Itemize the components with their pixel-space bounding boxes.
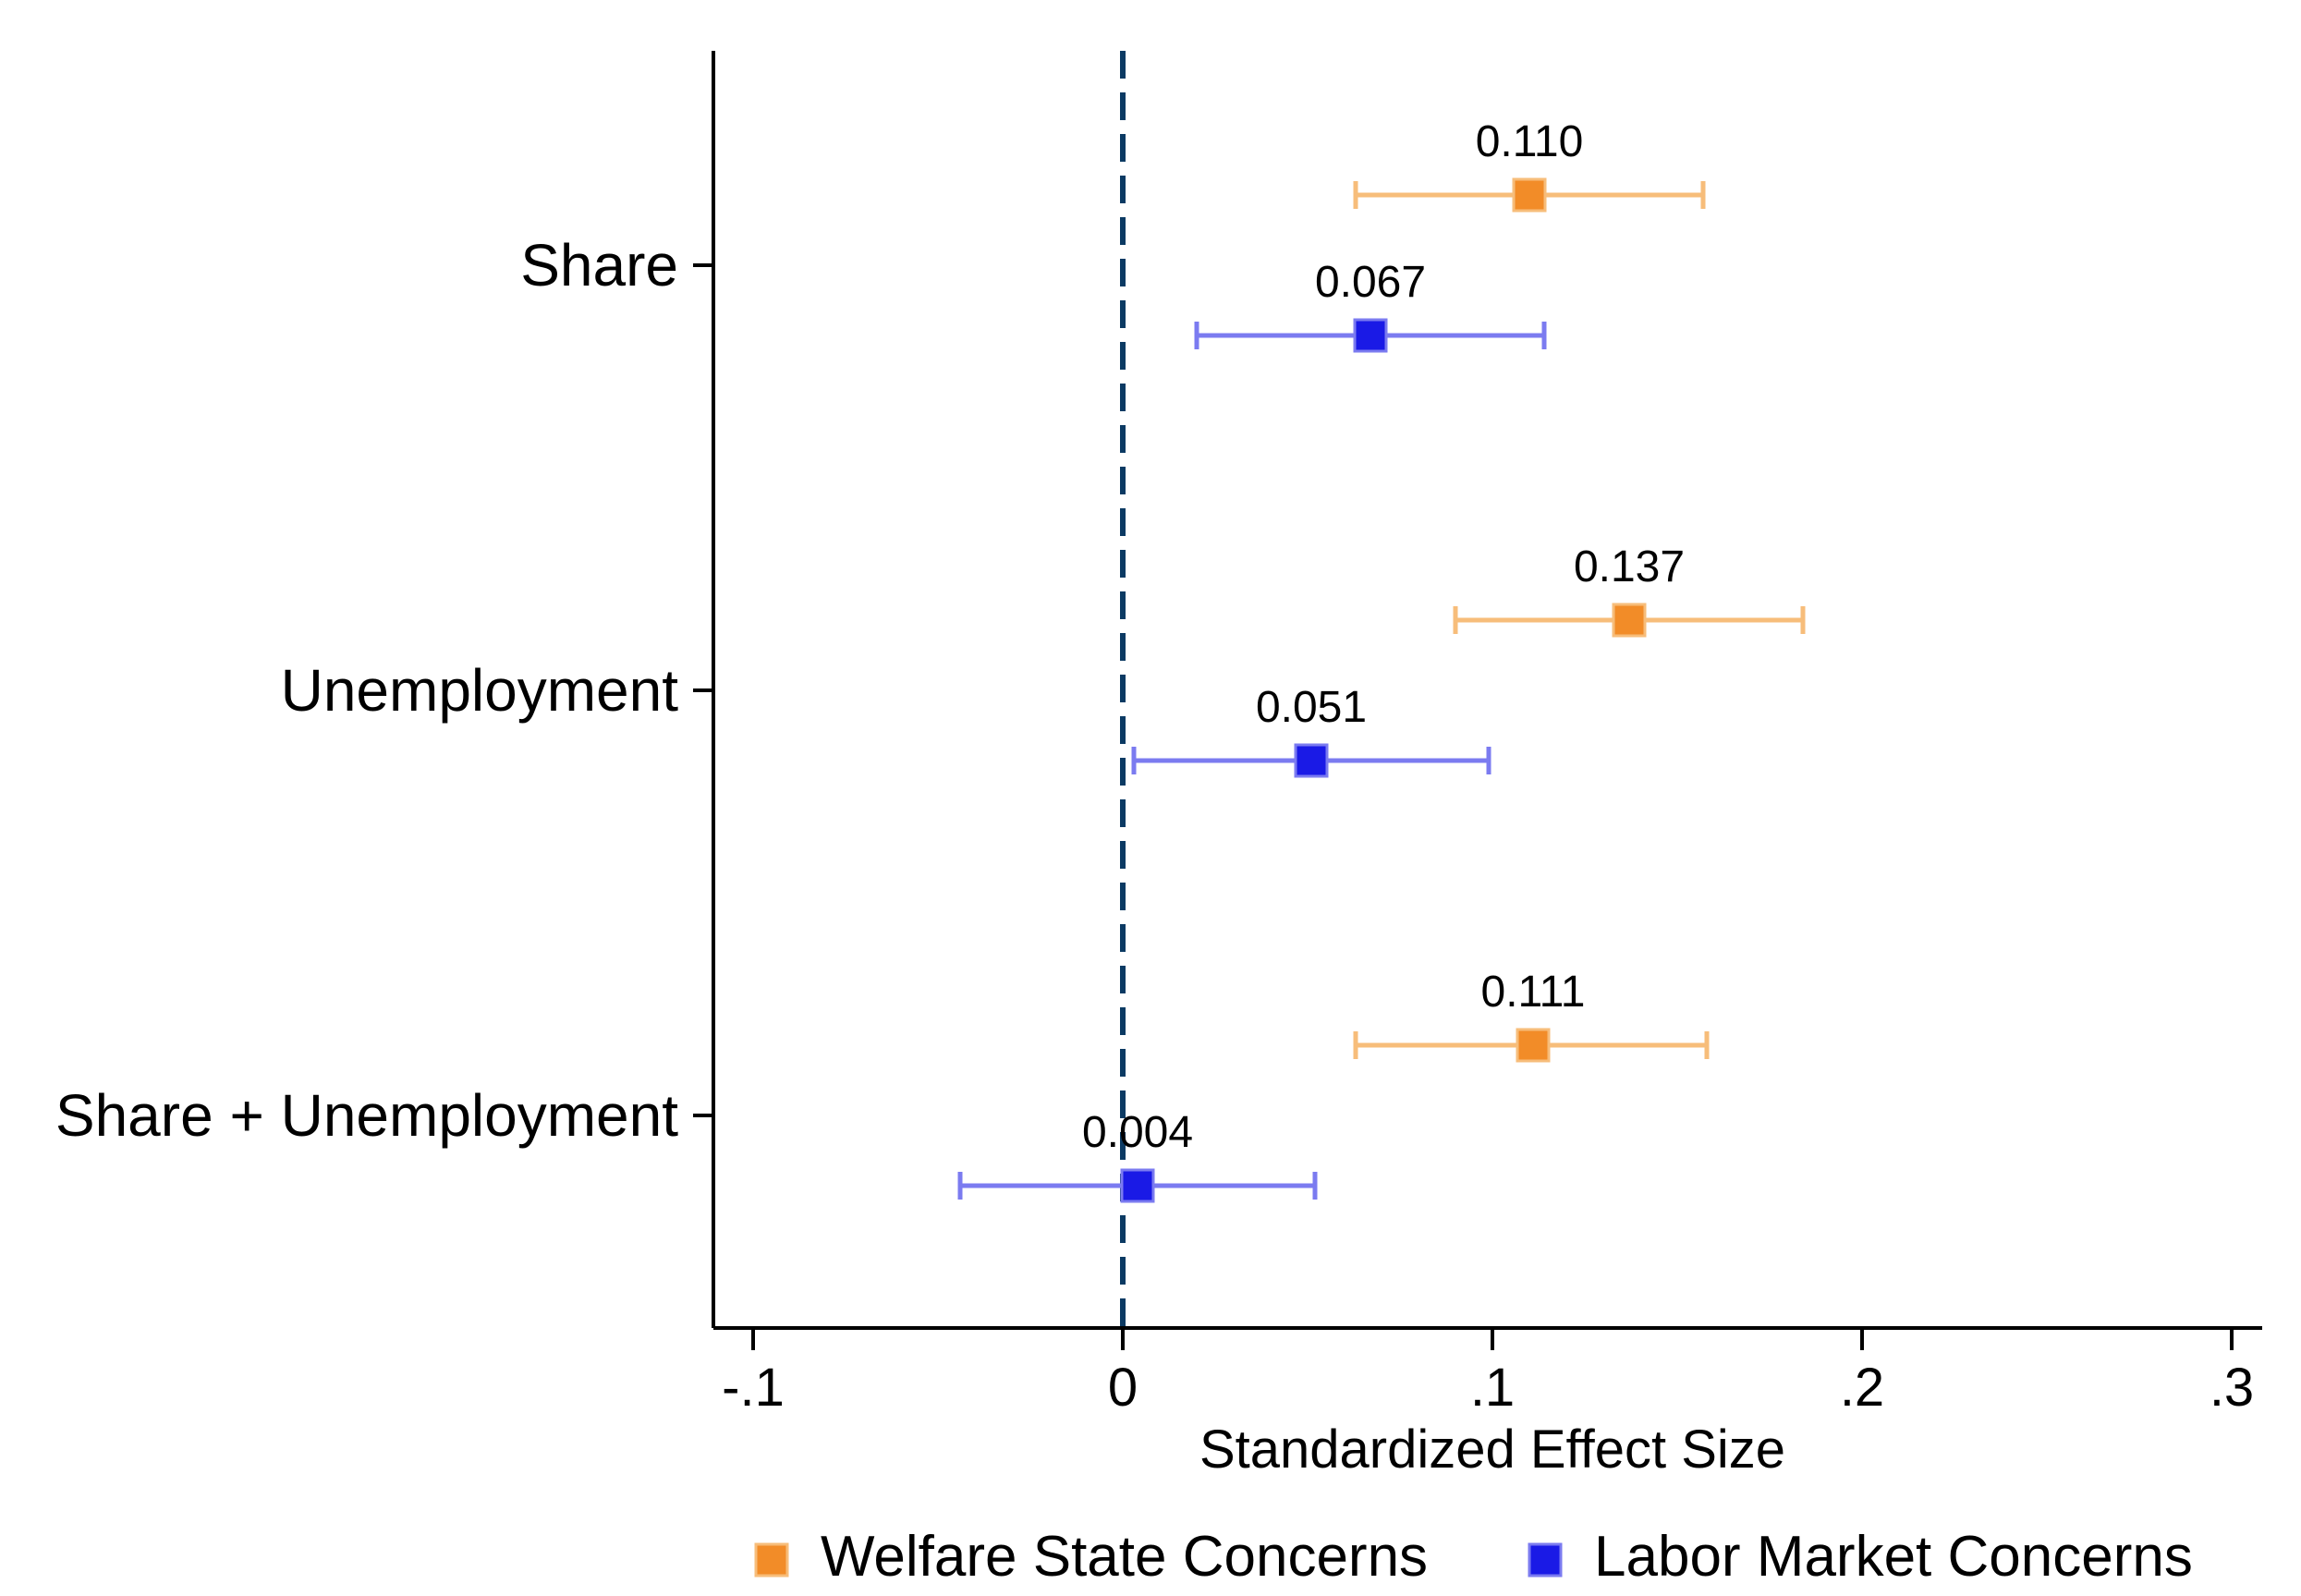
point-marker — [1612, 603, 1647, 638]
axes — [712, 51, 2262, 1330]
data-label: 0.004 — [1082, 1108, 1193, 1157]
x-tick-label: -.1 — [722, 1358, 785, 1418]
legend-item: Labor Market Concerns — [1528, 1525, 2193, 1589]
x-tick-label: .2 — [1840, 1358, 1884, 1418]
data-label: 0.110 — [1476, 117, 1584, 166]
x-tick-label: .3 — [2210, 1358, 2254, 1418]
legend-swatch — [754, 1542, 789, 1578]
point-marker — [1353, 318, 1388, 353]
point-marker — [1294, 743, 1329, 778]
legend-swatch — [1528, 1542, 1563, 1578]
y-axis-ticks: Share Unemployment Share + Unemployment — [55, 232, 713, 1149]
data-label: 0.111 — [1481, 968, 1586, 1017]
legend-label: Welfare State Concerns — [821, 1525, 1428, 1589]
category-label: Unemployment — [281, 657, 679, 724]
x-tick-label: 0 — [1108, 1358, 1138, 1418]
series-labor-market-concerns: 0.067 0.051 0.004 — [957, 258, 1547, 1203]
series-marks: 0.110 0.137 0.111 0.067 0.051 0.004 — [957, 117, 1806, 1203]
x-axis-ticks: -.1 0 .1 .2 .3 — [722, 1328, 2254, 1418]
data-label: 0.067 — [1315, 258, 1426, 307]
x-axis-title: Standardized Effect Size — [1199, 1419, 1785, 1480]
legend-item: Welfare State Concerns — [754, 1525, 1428, 1589]
point-marker — [1120, 1168, 1155, 1203]
category-label: Share + Unemployment — [55, 1082, 678, 1149]
data-label: 0.051 — [1256, 683, 1367, 732]
category-label: Share — [520, 232, 678, 298]
data-label: 0.137 — [1574, 542, 1685, 591]
x-tick-label: .1 — [1470, 1358, 1515, 1418]
series-welfare-state-concerns: 0.110 0.137 0.111 — [1353, 117, 1806, 1063]
point-marker — [1516, 1028, 1551, 1063]
legend-label: Labor Market Concerns — [1594, 1525, 2193, 1589]
point-marker — [1512, 177, 1547, 213]
legend: Welfare State Concerns Labor Market Conce… — [754, 1525, 2193, 1589]
